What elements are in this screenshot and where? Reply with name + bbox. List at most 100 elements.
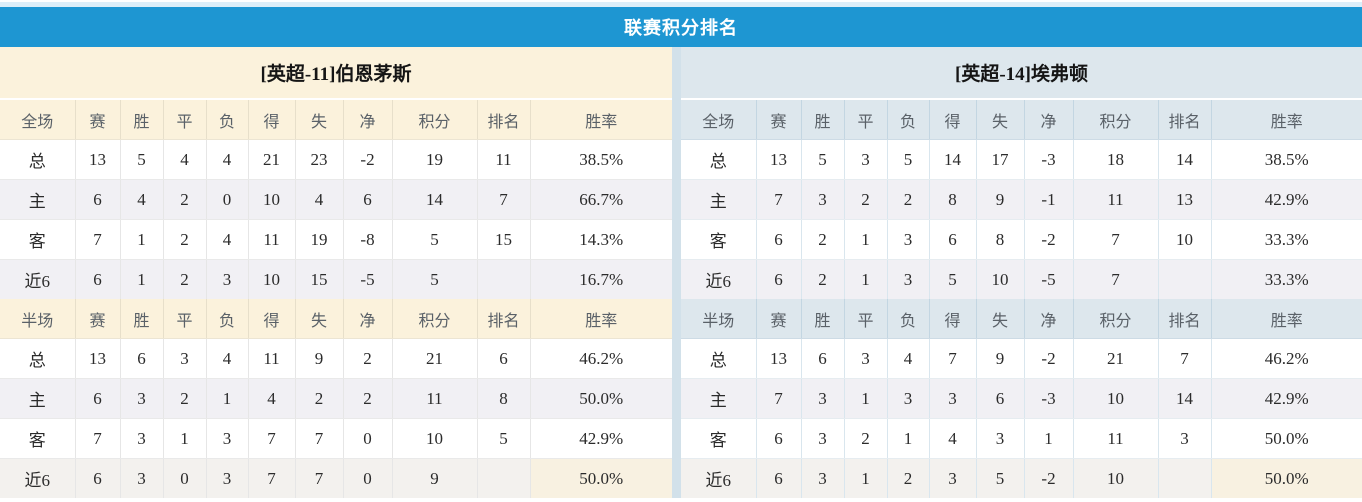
stat-cell: 1	[120, 259, 164, 299]
stat-cell: 7	[295, 418, 344, 459]
title-bar: 联赛积分排名	[0, 7, 1362, 47]
stats-row: 主 6 3 2 1 4 2 2 11 8 50.0%	[0, 378, 672, 419]
rate-col-header: 胜率	[1211, 100, 1362, 140]
stat-cell: 6	[75, 179, 121, 220]
stat-cell: 3	[163, 338, 207, 379]
stat-cell: 2	[844, 179, 888, 220]
stat-col-header: 平	[844, 100, 888, 140]
rank-cell: 7	[477, 179, 531, 220]
stat-cell: 10	[248, 179, 296, 220]
stat-cell: 0	[163, 458, 207, 498]
stat-cell: 0	[343, 458, 393, 498]
rate-cell: 50.0%	[530, 378, 672, 419]
stat-cell: 0	[206, 179, 249, 220]
stat-cell: 4	[887, 338, 930, 379]
stat-cell: -3	[1024, 378, 1074, 419]
stat-cell: 3	[801, 418, 845, 459]
stat-cell: 6	[756, 418, 802, 459]
rank-cell: 5	[477, 418, 531, 459]
stat-col-header: 失	[976, 100, 1025, 140]
row-label: 总	[681, 139, 757, 180]
row-label: 主	[681, 179, 757, 220]
stat-col-header: 失	[976, 299, 1025, 339]
stat-col-header: 平	[163, 299, 207, 339]
rank-cell	[477, 458, 531, 498]
scope-col-header: 半场	[681, 299, 757, 339]
stat-cell: 2	[887, 179, 930, 220]
rank-cell	[1158, 259, 1212, 299]
stat-cell: 14	[929, 139, 977, 180]
points-col-header: 积分	[1073, 100, 1159, 140]
rank-cell: 8	[477, 378, 531, 419]
stat-cell: 9	[295, 338, 344, 379]
stats-row: 客 7 3 1 3 7 7 0 10 5 42.9%	[0, 418, 672, 459]
stat-cell: -1	[1024, 179, 1074, 220]
stat-cell: 1	[887, 418, 930, 459]
stat-cell: 23	[295, 139, 344, 180]
stat-col-header: 失	[295, 100, 344, 140]
team-panel-bournemouth: [英超-11]伯恩茅斯 全场赛胜平负得失净积分 排名 胜率总 13 5 4 4 21 23 -2 1…	[0, 47, 672, 498]
rate-cell: 42.9%	[1211, 179, 1362, 220]
points-cell: 5	[392, 219, 478, 260]
stat-col-header: 平	[844, 299, 888, 339]
stat-cell: 2	[801, 259, 845, 299]
stat-col-header: 负	[206, 299, 249, 339]
stats-row: 近6 6 3 0 3 7 7 0 9 50.0%	[0, 458, 672, 498]
stat-col-header: 失	[295, 299, 344, 339]
points-cell: 5	[392, 259, 478, 299]
stat-col-header: 胜	[120, 100, 164, 140]
points-cell: 11	[392, 378, 478, 419]
stats-header-row: 全场赛胜平负得失净积分 排名 胜率	[0, 100, 672, 140]
team-name-left: [英超-11]伯恩茅斯	[0, 47, 672, 100]
rate-cell: 14.3%	[530, 219, 672, 260]
stat-cell: -2	[1024, 338, 1074, 379]
rate-cell: 46.2%	[1211, 338, 1362, 379]
stat-cell: 6	[756, 259, 802, 299]
rate-col-header: 胜率	[530, 299, 672, 339]
rank-cell: 15	[477, 219, 531, 260]
stat-cell: 3	[887, 219, 930, 260]
rate-cell: 42.9%	[530, 418, 672, 459]
points-col-header: 积分	[1073, 299, 1159, 339]
stat-cell: 7	[756, 179, 802, 220]
stat-cell: 3	[844, 338, 888, 379]
stat-cell: -2	[343, 139, 393, 180]
section-divider	[672, 47, 681, 498]
rate-cell: 66.7%	[530, 179, 672, 220]
stat-col-header: 得	[929, 100, 977, 140]
stat-col-header: 赛	[75, 299, 121, 339]
row-label: 主	[0, 378, 76, 419]
row-label: 近6	[0, 458, 76, 498]
stats-row: 总 13 6 3 4 11 9 2 21 6 46.2%	[0, 338, 672, 379]
stat-cell: 6	[929, 219, 977, 260]
stat-col-header: 负	[206, 100, 249, 140]
stat-cell: 6	[801, 338, 845, 379]
stat-cell: 5	[887, 139, 930, 180]
team-name-right: [英超-14]埃弗顿	[681, 47, 1362, 100]
stat-cell: 3	[206, 418, 249, 459]
stat-cell: 6	[343, 179, 393, 220]
page-title: 联赛积分排名	[624, 18, 738, 38]
stats-row: 近6 6 2 1 3 5 10 -5 7 33.3%	[681, 259, 1362, 299]
stat-cell: 7	[929, 338, 977, 379]
stat-cell: 11	[248, 338, 296, 379]
row-label: 总	[681, 338, 757, 379]
half-match-table-left: 半场赛胜平负得失净积分 排名 胜率总 13 6 3 4 11 9 2 21 6 46.2% 主 6 3 2 1 4 2…	[0, 299, 672, 498]
stat-col-header: 赛	[756, 100, 802, 140]
stat-cell: 2	[163, 219, 207, 260]
full-match-table-right: 全场赛胜平负得失净积分 排名 胜率总 13 5 3 5 14 17 -3 18 14 38.5% 主 7 3 2…	[681, 100, 1362, 299]
rank-col-header: 排名	[1158, 100, 1212, 140]
stat-cell: 2	[163, 259, 207, 299]
stat-cell: 2	[163, 378, 207, 419]
row-label: 总	[0, 338, 76, 379]
stat-cell: -5	[343, 259, 393, 299]
stat-cell: 11	[248, 219, 296, 260]
stats-row: 客 6 2 1 3 6 8 -2 7 10 33.3%	[681, 219, 1362, 260]
stat-cell: 4	[206, 219, 249, 260]
row-label: 主	[681, 378, 757, 419]
row-label: 近6	[681, 259, 757, 299]
comparison-panel: [英超-11]伯恩茅斯 全场赛胜平负得失净积分 排名 胜率总 13 5 4 4 21 23 -2 1…	[0, 47, 1362, 498]
rank-col-header: 排名	[477, 100, 531, 140]
stat-cell: 3	[801, 179, 845, 220]
rate-cell: 38.5%	[1211, 139, 1362, 180]
